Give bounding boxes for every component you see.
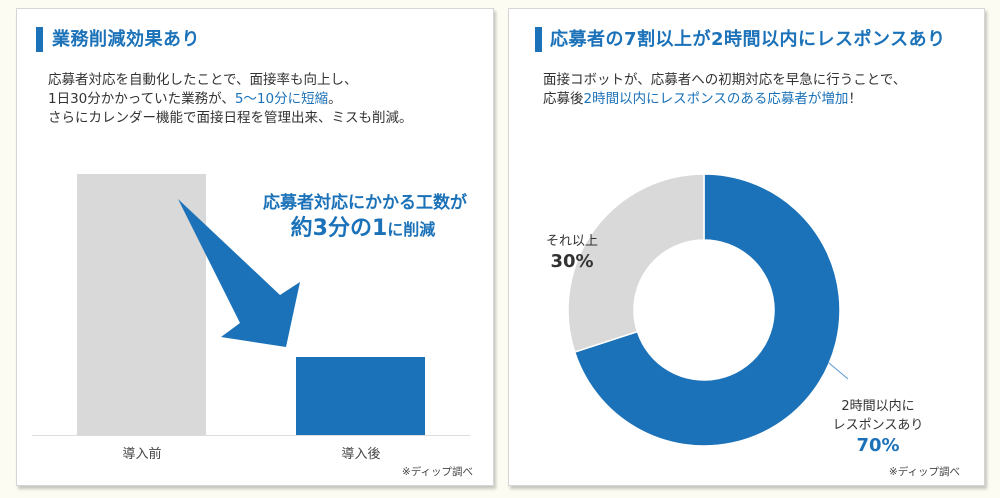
text: 。 — [328, 91, 342, 107]
label-other: それ以上 30% — [537, 234, 607, 274]
right-panel-description: 面接コボットが、応募者への初期対応を早急に行うことで、 応募後2時間以内にレスポ… — [543, 71, 906, 109]
label-other-name: それ以上 — [545, 234, 598, 249]
category-label-before: 導入前 — [122, 447, 162, 462]
bar-chart — [32, 174, 470, 436]
description-line-1: 面接コボットが、応募者への初期対応を早急に行うことで、 — [543, 72, 907, 88]
callout-line-1: 応募者対応にかかる工数が — [263, 193, 467, 213]
label-main-value: 70% — [856, 435, 900, 456]
reduction-callout: 応募者対応にかかる工数が 約3分の1に削減 — [263, 192, 467, 245]
description-line-2: 応募後2時間以内にレスポンスのある応募者が増加！ — [543, 90, 906, 109]
title-accent-bar — [36, 27, 43, 52]
description-line-3: さらにカレンダー機能で面接日程を管理出来、ミスも削減。 — [48, 110, 413, 126]
highlight-text: 2時間以内にレスポンスのある応募者が増加 — [583, 91, 849, 107]
down-arrow-icon — [178, 199, 300, 347]
title-accent-bar — [535, 27, 542, 52]
highlight-text: 5～10分に短縮 — [234, 91, 329, 107]
leader-line — [828, 362, 849, 380]
callout-big-text: 約3分の1 — [290, 216, 388, 241]
callout-line-2: 約3分の1に削減 — [263, 214, 463, 245]
right-panel-title: 応募者の7割以上が2時間以内にレスポンスあり — [550, 29, 946, 50]
left-panel-title: 業務削減効果あり — [52, 29, 200, 50]
left-panel-description: 応募者対応を自動化したことで、面接率も向上し、 1日30分かかっていた業務が、5… — [48, 71, 413, 128]
description-line-2: 1日30分かかっていた業務が、5～10分に短縮。 — [48, 90, 413, 109]
bar-before — [77, 174, 206, 435]
text: 1日30分かかっていた業務が、 — [48, 91, 235, 107]
text: ！ — [848, 91, 862, 107]
footnote: ※ディップ調べ — [888, 466, 960, 478]
right-panel: 応募者の7割以上が2時間以内にレスポンスあり 面接コボットが、応募者への初期対応… — [508, 8, 985, 486]
text: 応募後 — [543, 91, 584, 107]
label-main-name-1: 2時間以内に — [841, 399, 915, 414]
bar-after — [296, 357, 425, 435]
description-line-1: 応募者対応を自動化したことで、面接率も向上し、 — [48, 72, 358, 88]
category-label-after: 導入後 — [341, 447, 381, 462]
left-panel: 業務削減効果あり 応募者対応を自動化したことで、面接率も向上し、 1日30分かか… — [16, 8, 494, 486]
callout-small-text: に削減 — [387, 220, 436, 239]
donut-segment-within-2h — [573, 173, 841, 447]
label-main-name-2: レスポンスあり — [832, 418, 924, 433]
donut-chart — [567, 173, 849, 447]
footnote: ※ディップ調べ — [401, 466, 473, 478]
donut-segment-other — [567, 173, 705, 353]
label-within-2h: 2時間以内に レスポンスあり 70% — [818, 397, 938, 457]
label-other-value: 30% — [550, 251, 594, 272]
